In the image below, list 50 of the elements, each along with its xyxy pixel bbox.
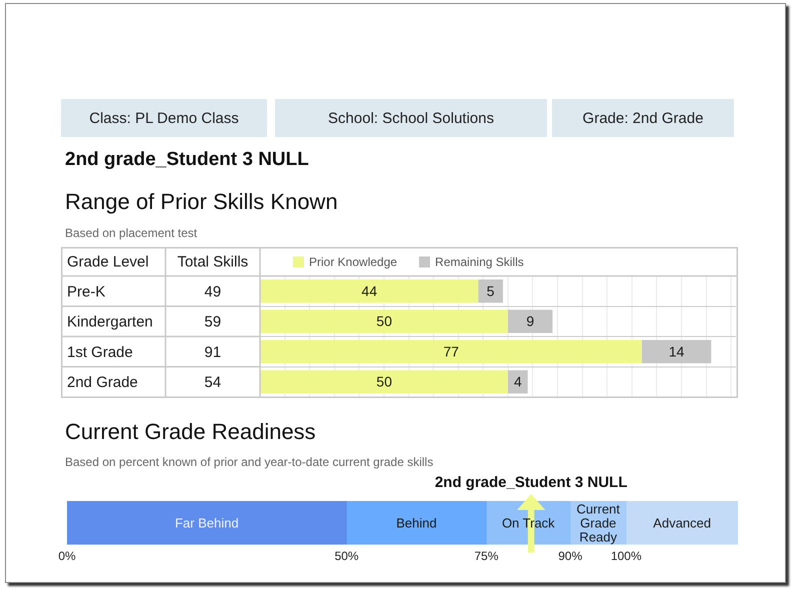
data-label: 44 xyxy=(362,282,378,299)
y-axis-title: Grade Level xyxy=(67,254,149,271)
bar xyxy=(508,310,553,334)
data-label: 4 xyxy=(514,374,522,390)
total-label: 54 xyxy=(204,374,222,392)
total-label: 59 xyxy=(204,314,222,331)
y-tick-label: 1st Grade xyxy=(67,344,133,361)
bar xyxy=(67,501,347,545)
bar xyxy=(478,279,503,303)
y-tick-label: 2nd Grade xyxy=(67,374,138,392)
chart-title: Range of Prior Skills Known xyxy=(65,188,338,216)
text: 2nd grade_Student 3 NULL xyxy=(65,148,309,172)
legend-label: Remaining Skills xyxy=(435,254,524,269)
total-label: 91 xyxy=(204,344,222,361)
series-label: Far Behind xyxy=(174,515,239,530)
text: Total Skills xyxy=(177,254,248,271)
bar xyxy=(626,501,738,545)
total-label: 49 xyxy=(204,283,222,300)
info-box: Grade: 2nd Grade xyxy=(552,99,734,137)
data-label: 14 xyxy=(668,343,684,360)
bar xyxy=(260,340,642,364)
ref-line-label: 2nd grade_Student 3 NULL xyxy=(434,474,628,492)
bar xyxy=(508,370,528,394)
series-label: On Track xyxy=(502,515,556,530)
x-tick-label: 0% xyxy=(58,549,76,564)
series-label: Behind xyxy=(396,515,437,530)
data-label: 77 xyxy=(443,343,460,360)
y-tick-label: Kindergarten xyxy=(67,314,153,331)
data-label: 9 xyxy=(526,313,534,330)
info-box: School: School Solutions xyxy=(275,99,547,137)
x-tick-label: 90% xyxy=(558,549,583,564)
data-label: 50 xyxy=(376,374,392,390)
x-tick-label: 50% xyxy=(334,549,359,564)
series-label: Current Grade Ready xyxy=(576,501,620,544)
x-tick-label: 100% xyxy=(610,549,642,564)
chart-title: Current Grade Readiness xyxy=(65,418,316,446)
data-label: 5 xyxy=(486,282,495,299)
bar xyxy=(346,501,487,545)
y-tick-label: Pre-K xyxy=(67,283,106,300)
bar xyxy=(260,370,508,394)
chart-subtitle: Based on percent known of prior and year-to-date current grade skills xyxy=(65,454,434,470)
bar xyxy=(260,279,478,303)
info-box: Class: PL Demo Class xyxy=(61,99,267,137)
bar xyxy=(642,340,712,364)
x-tick-label: 75% xyxy=(474,549,499,564)
bar xyxy=(260,310,508,334)
legend-label: Prior Knowledge xyxy=(309,254,398,269)
series-label: Advanced xyxy=(653,515,711,530)
text: Based on placement test xyxy=(65,226,198,240)
data-label: 50 xyxy=(376,313,392,330)
